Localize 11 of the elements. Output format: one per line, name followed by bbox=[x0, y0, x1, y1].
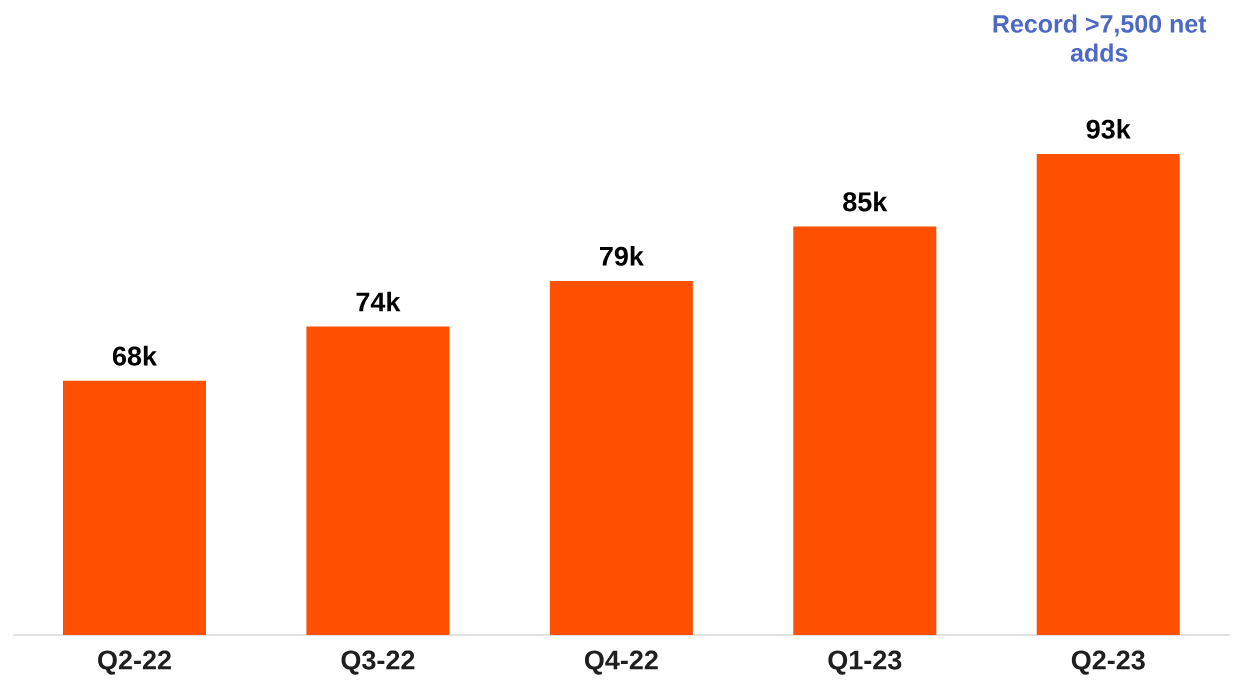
x-tick-label: Q3-22 bbox=[341, 650, 415, 675]
text: Record >7,500 net adds bbox=[993, 14, 1207, 62]
data-label: 93k bbox=[1086, 118, 1131, 139]
data-label: 68k bbox=[112, 345, 158, 366]
data-label: 85k bbox=[843, 191, 888, 212]
data-label: 79k bbox=[599, 246, 644, 266]
data-label: 74k bbox=[356, 291, 401, 312]
x-tick-label: Q1-23 bbox=[828, 650, 902, 675]
x-tick-label: Q2-23 bbox=[1071, 650, 1145, 675]
x-tick-label: Q4-22 bbox=[584, 650, 658, 675]
x-tick-label: Q2-22 bbox=[98, 650, 171, 675]
